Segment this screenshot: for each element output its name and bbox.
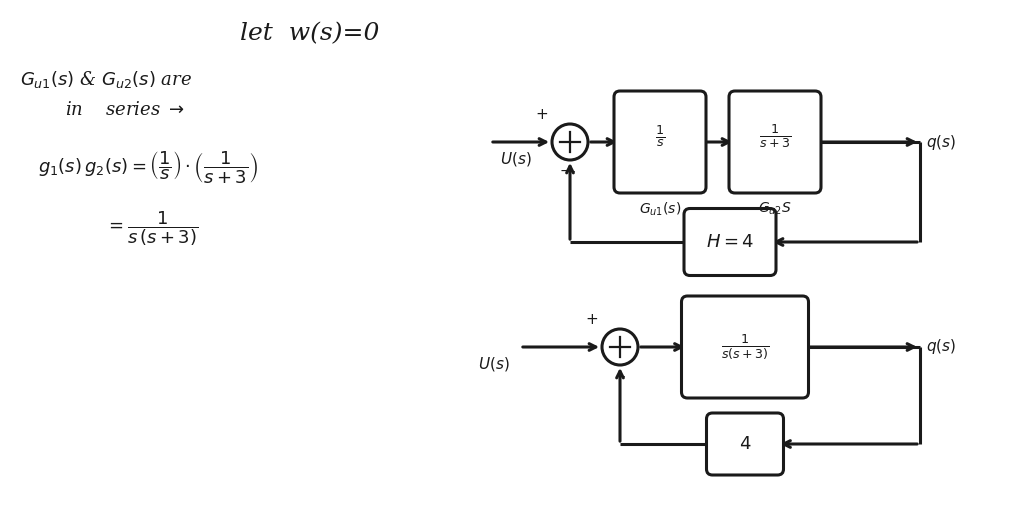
Text: $= \dfrac{1}{s\,(s+3)}$: $= \dfrac{1}{s\,(s+3)}$	[105, 210, 199, 248]
Text: $U(s)$: $U(s)$	[500, 150, 531, 168]
Text: +: +	[536, 107, 548, 122]
Circle shape	[602, 329, 638, 365]
Text: -: -	[620, 369, 625, 384]
FancyBboxPatch shape	[614, 91, 706, 193]
Text: +: +	[586, 312, 598, 327]
FancyBboxPatch shape	[682, 296, 809, 398]
FancyBboxPatch shape	[729, 91, 821, 193]
Text: in    series $\rightarrow$: in series $\rightarrow$	[65, 101, 184, 119]
Text: $q(s)$: $q(s)$	[926, 337, 956, 356]
Text: $q(s)$: $q(s)$	[926, 133, 956, 152]
Text: $G_{u1}(s)$ & $G_{u2}(s)$ are: $G_{u1}(s)$ & $G_{u2}(s)$ are	[20, 70, 193, 91]
Text: $\frac{1}{s}$: $\frac{1}{s}$	[655, 123, 665, 149]
Text: let  w(s)=0: let w(s)=0	[241, 23, 380, 46]
FancyBboxPatch shape	[684, 208, 776, 275]
FancyBboxPatch shape	[707, 413, 783, 475]
Text: $U(s)$: $U(s)$	[478, 355, 510, 373]
Text: $4$: $4$	[738, 435, 752, 453]
Text: $G_{u2}S$: $G_{u2}S$	[758, 201, 792, 218]
Text: $\frac{1}{s+3}$: $\frac{1}{s+3}$	[759, 122, 791, 150]
Text: $H=4$: $H=4$	[706, 233, 754, 251]
Text: $G_{u1}(s)$: $G_{u1}(s)$	[639, 201, 681, 219]
Text: $g_1(s)\,g_2(s) = \left(\dfrac{1}{s}\right)\cdot\left(\dfrac{1}{s+3}\right)$: $g_1(s)\,g_2(s) = \left(\dfrac{1}{s}\rig…	[38, 149, 258, 185]
Circle shape	[552, 124, 588, 160]
Text: $-$: $-$	[559, 163, 571, 177]
Text: $\frac{1}{s(s+3)}$: $\frac{1}{s(s+3)}$	[721, 332, 769, 361]
Text: -: -	[569, 164, 574, 179]
